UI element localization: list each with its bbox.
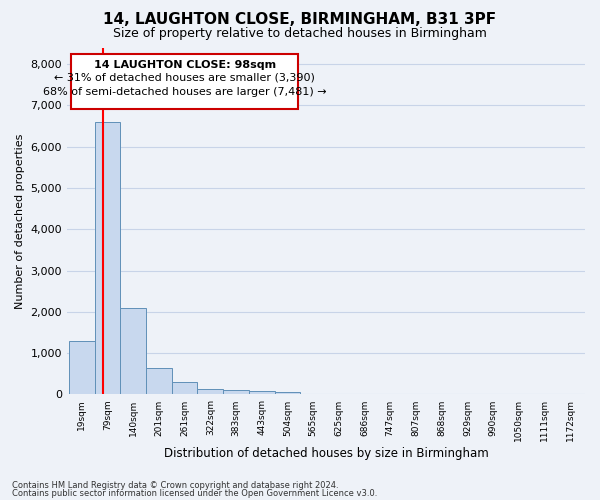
X-axis label: Distribution of detached houses by size in Birmingham: Distribution of detached houses by size …: [164, 447, 488, 460]
Bar: [146, 368, 172, 394]
Text: Size of property relative to detached houses in Birmingham: Size of property relative to detached ho…: [113, 28, 487, 40]
Text: Contains public sector information licensed under the Open Government Licence v3: Contains public sector information licen…: [12, 488, 377, 498]
Bar: [69, 341, 95, 394]
Text: 14, LAUGHTON CLOSE, BIRMINGHAM, B31 3PF: 14, LAUGHTON CLOSE, BIRMINGHAM, B31 3PF: [103, 12, 497, 28]
Bar: [197, 388, 223, 394]
Bar: [275, 392, 301, 394]
Text: 68% of semi-detached houses are larger (7,481) →: 68% of semi-detached houses are larger (…: [43, 86, 326, 97]
Bar: [95, 122, 121, 394]
Bar: [172, 382, 197, 394]
FancyBboxPatch shape: [71, 54, 298, 110]
Text: Contains HM Land Registry data © Crown copyright and database right 2024.: Contains HM Land Registry data © Crown c…: [12, 481, 338, 490]
Y-axis label: Number of detached properties: Number of detached properties: [15, 134, 25, 308]
Bar: [121, 308, 146, 394]
Text: 14 LAUGHTON CLOSE: 98sqm: 14 LAUGHTON CLOSE: 98sqm: [94, 60, 275, 70]
Bar: [223, 390, 249, 394]
Bar: [249, 392, 275, 394]
Text: ← 31% of detached houses are smaller (3,390): ← 31% of detached houses are smaller (3,…: [54, 72, 315, 83]
